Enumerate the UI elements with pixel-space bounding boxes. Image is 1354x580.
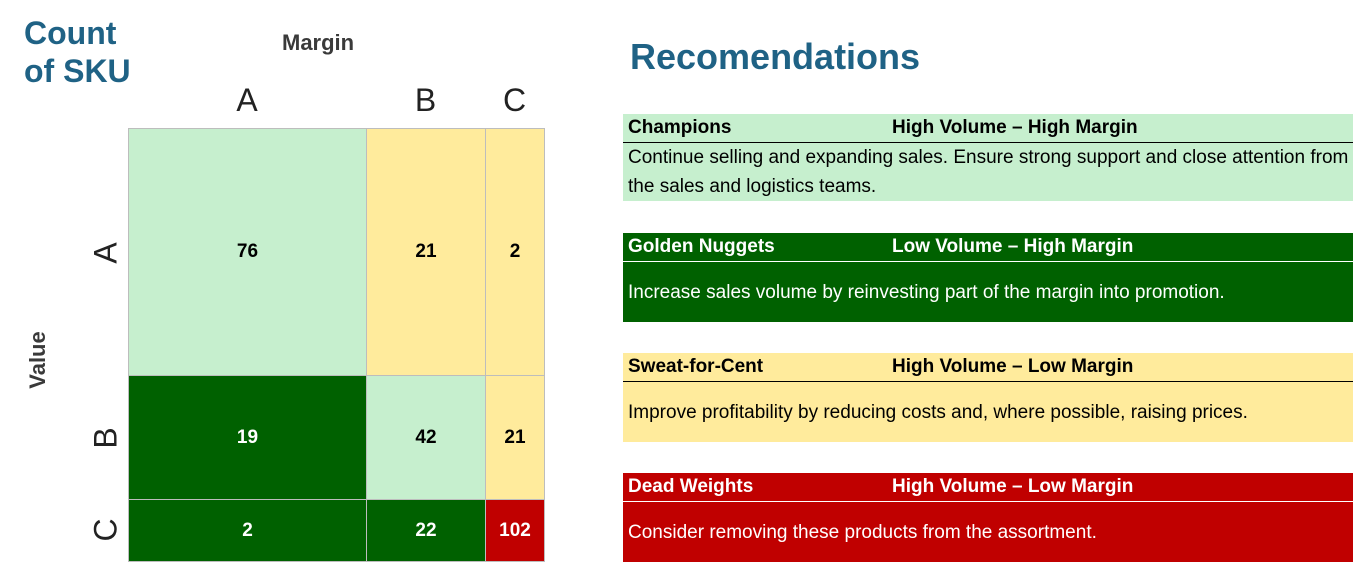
column-label-a: A xyxy=(236,82,258,118)
rec-divider xyxy=(623,381,1353,382)
rec-segment: Low Volume – High Margin xyxy=(892,236,1134,257)
cell-value: 19 xyxy=(236,426,259,448)
column-label-c: C xyxy=(502,82,527,118)
cell-value: 22 xyxy=(415,519,437,541)
rec-card-sweat-for-cent: Sweat-for-Cent High Volume – Low Margin … xyxy=(623,353,1353,442)
rec-name: Sweat-for-Cent xyxy=(628,356,764,377)
cell-b-a: 19 xyxy=(128,375,367,500)
rec-card-golden-nuggets: Golden Nuggets Low Volume – High Margin … xyxy=(623,233,1353,322)
rec-header: Champions High Volume – High Margin xyxy=(623,114,1353,142)
rec-header: Dead Weights High Volume – Low Margin xyxy=(623,473,1353,501)
cell-c-b: 22 xyxy=(366,499,486,562)
rec-text: Continue selling and expanding sales. En… xyxy=(628,147,1349,197)
recommendations-title: Recomendations xyxy=(630,36,921,77)
rec-header: Golden Nuggets Low Volume – High Margin xyxy=(623,233,1353,261)
cell-value: 21 xyxy=(504,426,526,448)
row-label-a: A xyxy=(88,242,124,264)
column-label-b: B xyxy=(414,82,437,118)
row-label-b: B xyxy=(88,427,124,449)
row-label-c: C xyxy=(87,518,124,542)
rec-text: Improve profitability by reducing costs … xyxy=(628,401,1248,423)
value-axis-title: Value xyxy=(25,331,50,389)
cell-a-b: 21 xyxy=(366,128,486,376)
cell-c-c: 102 xyxy=(485,499,545,562)
cell-value: 76 xyxy=(236,241,259,262)
rec-name: Dead Weights xyxy=(628,476,754,497)
rec-text: Consider removing these products from th… xyxy=(628,521,1097,543)
cell-value: 102 xyxy=(499,519,531,541)
rec-divider xyxy=(623,261,1353,262)
rec-segment: High Volume – Low Margin xyxy=(892,476,1134,497)
rec-card-champions: Champions High Volume – High Margin Cont… xyxy=(623,114,1353,201)
cell-value: 2 xyxy=(509,241,521,262)
rec-text: Increase sales volume by reinvesting par… xyxy=(628,281,1225,303)
rec-segment: High Volume – High Margin xyxy=(892,117,1138,138)
rec-card-dead-weights: Dead Weights High Volume – Low Margin Co… xyxy=(623,473,1353,562)
rec-divider xyxy=(623,142,1353,143)
sku-matrix: 76 21 2 19 42 21 2 22 102 xyxy=(128,128,545,562)
cell-value: 42 xyxy=(415,426,437,448)
rec-name: Golden Nuggets xyxy=(628,236,775,257)
rec-name: Champions xyxy=(628,117,732,138)
cell-value: 21 xyxy=(415,241,437,262)
cell-c-a: 2 xyxy=(128,499,367,562)
cell-a-a: 76 xyxy=(128,128,367,376)
cell-b-b: 42 xyxy=(366,375,486,500)
cell-a-c: 2 xyxy=(485,128,545,376)
cell-b-c: 21 xyxy=(485,375,545,500)
margin-axis-title: Margin xyxy=(282,30,355,55)
rec-divider xyxy=(623,501,1353,502)
rec-header: Sweat-for-Cent High Volume – Low Margin xyxy=(623,353,1353,381)
rec-segment: High Volume – Low Margin xyxy=(892,356,1134,377)
cell-value: 2 xyxy=(242,519,253,541)
matrix-title: Count of SKU xyxy=(24,15,131,89)
